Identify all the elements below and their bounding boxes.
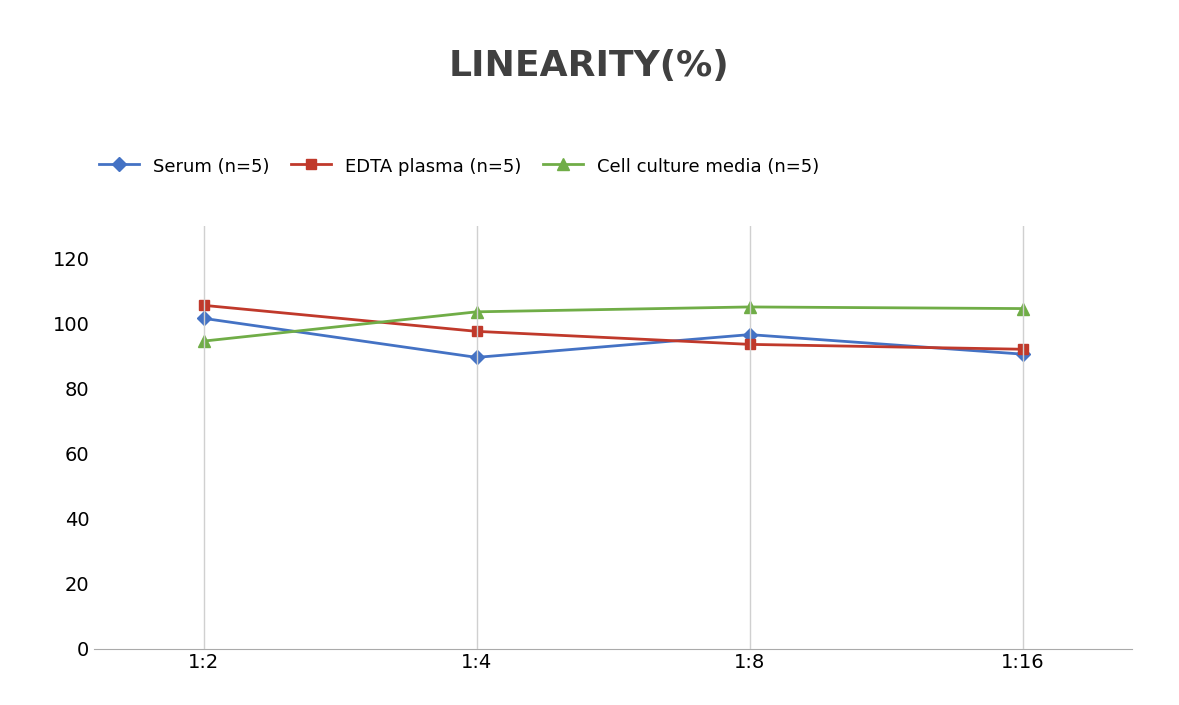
- EDTA plasma (n=5): [1015, 345, 1029, 353]
- Text: LINEARITY(%): LINEARITY(%): [449, 49, 730, 83]
- Cell culture media (n=5): [197, 337, 211, 345]
- Cell culture media (n=5): [743, 302, 757, 311]
- Serum (n=5): [469, 353, 483, 362]
- Cell culture media (n=5): [469, 307, 483, 316]
- EDTA plasma (n=5): [197, 301, 211, 309]
- Serum (n=5): [743, 331, 757, 339]
- Line: Cell culture media (n=5): Cell culture media (n=5): [198, 302, 1028, 347]
- Serum (n=5): [1015, 350, 1029, 358]
- EDTA plasma (n=5): [743, 340, 757, 348]
- Line: EDTA plasma (n=5): EDTA plasma (n=5): [199, 300, 1027, 354]
- Serum (n=5): [197, 314, 211, 323]
- Cell culture media (n=5): [1015, 305, 1029, 313]
- Line: Serum (n=5): Serum (n=5): [199, 314, 1027, 362]
- EDTA plasma (n=5): [469, 327, 483, 336]
- Legend: Serum (n=5), EDTA plasma (n=5), Cell culture media (n=5): Serum (n=5), EDTA plasma (n=5), Cell cul…: [92, 150, 826, 183]
